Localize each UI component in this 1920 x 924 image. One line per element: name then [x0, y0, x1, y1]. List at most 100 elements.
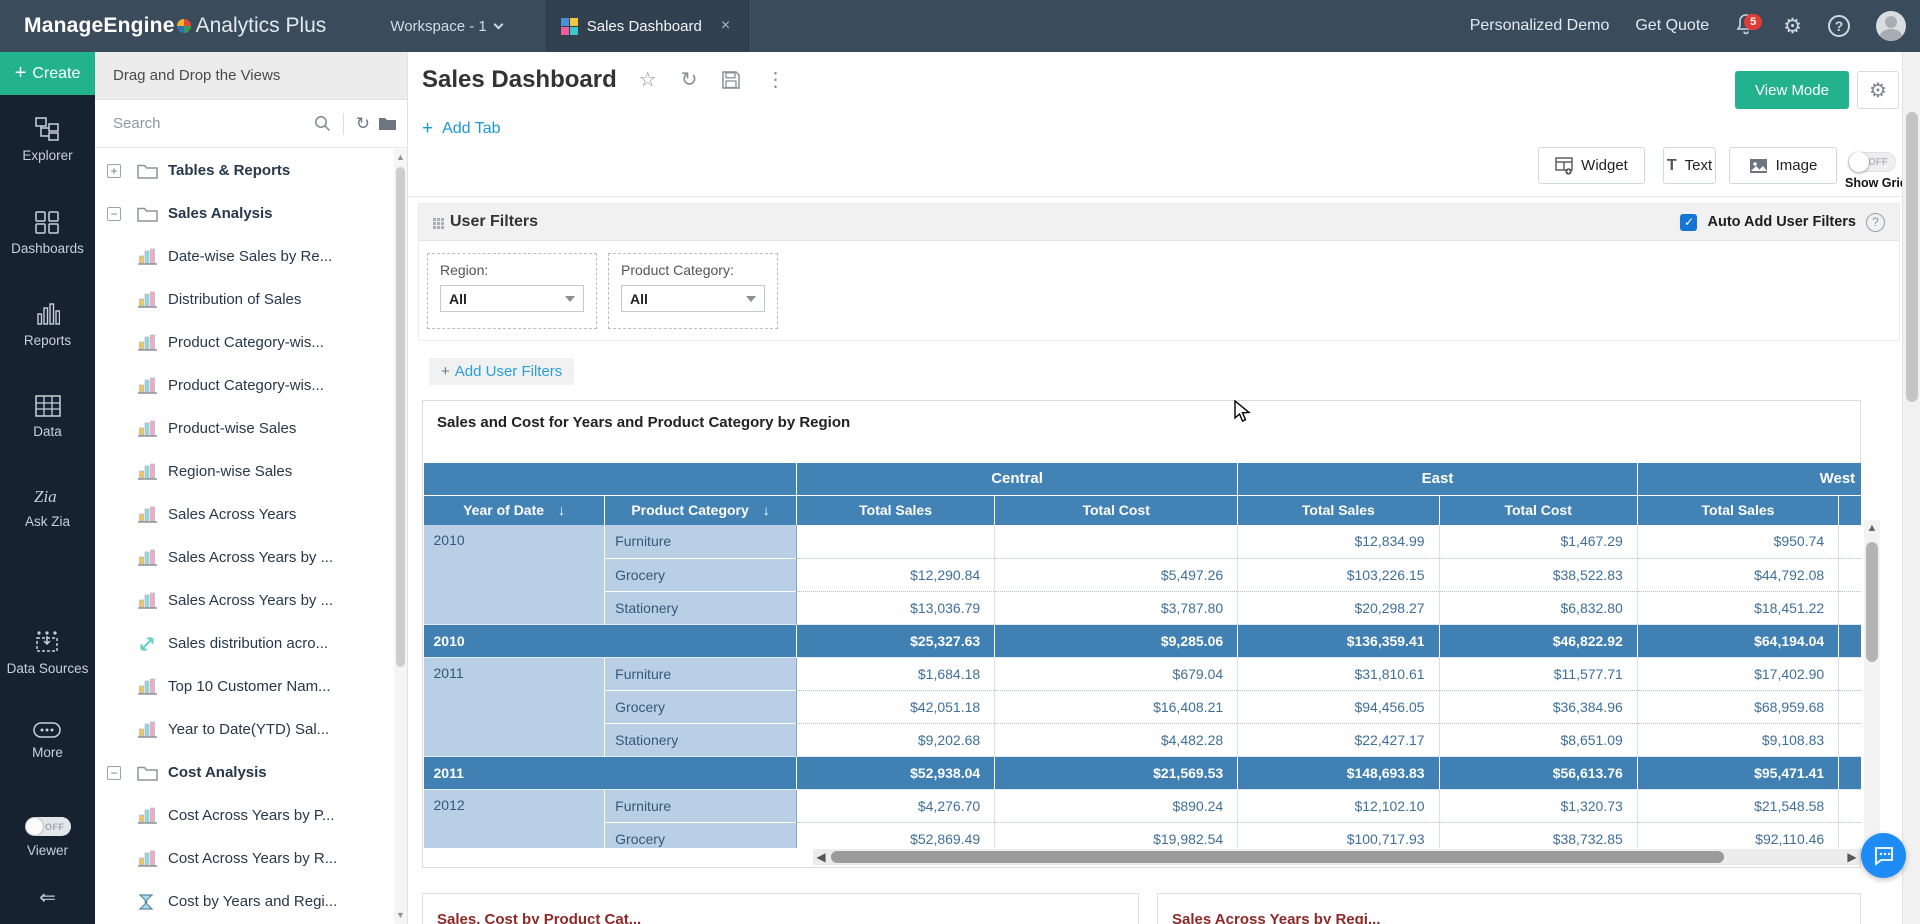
help-icon[interactable]: ? — [1866, 212, 1885, 232]
bottom-left-widget: Sales, Cost by Product Cat... — [422, 893, 1139, 924]
refresh-icon[interactable]: ↻ — [680, 69, 698, 91]
tree-view-item[interactable]: Cost by Years and Regi... — [95, 880, 393, 923]
total-year-cell: 2011 — [423, 755, 605, 790]
help-icon[interactable]: ? — [1828, 15, 1850, 37]
viewer-toggle[interactable]: OFF Viewer — [24, 817, 71, 859]
tree-view-item[interactable]: Sales distribution acro... — [95, 622, 393, 665]
scrollbar-thumb[interactable] — [396, 167, 405, 667]
scroll-up-icon[interactable]: ▲ — [396, 152, 405, 162]
dashboard-settings-button[interactable]: ⚙ — [1857, 71, 1899, 109]
tab-sales-dashboard[interactable]: Sales Dashboard × — [545, 0, 750, 52]
toggle-knob-icon — [1849, 152, 1869, 172]
tree-view-item[interactable]: Cost Across Years by P... — [95, 794, 393, 837]
tree-item-label: Distribution of Sales — [168, 291, 302, 308]
column-header-year[interactable]: Year of Date ↓ — [423, 494, 605, 525]
scrollbar-thumb[interactable] — [1906, 112, 1918, 402]
collapse-icon[interactable]: − — [107, 206, 121, 221]
rail-item-data[interactable]: Data — [33, 394, 62, 440]
rail-item-dashboards[interactable]: Dashboards — [11, 210, 84, 257]
column-header-measure[interactable]: Total Sales — [1237, 494, 1440, 525]
dashboard-tab-icon — [560, 17, 578, 35]
drag-handle-icon[interactable] — [433, 217, 436, 221]
tree-view-item[interactable]: Product-wise Sales — [95, 407, 393, 450]
brand-swirl-icon — [176, 19, 191, 33]
tree-view-item[interactable]: Product Category-wis... — [95, 364, 393, 407]
tree-view-item[interactable]: Product Category-wis... — [95, 321, 393, 364]
tree-folder[interactable]: + Tables & Reports — [95, 149, 393, 192]
total-value-cell: $56,613.76 — [1438, 755, 1638, 790]
rail-item-ask-zia[interactable]: Zia Ask Zia — [25, 485, 70, 530]
more-options-kebab-icon[interactable]: ⋮ — [765, 69, 786, 91]
chat-support-button[interactable] — [1861, 833, 1906, 878]
settings-gear-icon[interactable]: ⚙ — [1783, 14, 1802, 38]
notifications-button[interactable]: 5 — [1735, 12, 1763, 41]
tree-view-item[interactable]: Distribution of Sales — [95, 278, 393, 321]
save-icon[interactable] — [721, 70, 741, 90]
add-user-filters-button[interactable]: + Add User Filters — [429, 358, 575, 385]
avatar[interactable] — [1876, 11, 1906, 41]
tab-close-icon[interactable]: × — [720, 17, 731, 34]
add-widget-button[interactable]: Widget — [1538, 147, 1645, 184]
column-header-measure[interactable]: Total Cost — [994, 494, 1238, 525]
add-tab-button[interactable]: + Add Tab — [422, 118, 501, 140]
tree-view-item[interactable]: Top 10 Customer Nam... — [95, 665, 393, 708]
rail-item-explorer[interactable]: Explorer — [22, 117, 73, 164]
scrollbar-thumb[interactable] — [831, 851, 1725, 863]
add-text-button[interactable]: T Text — [1663, 147, 1716, 184]
add-image-button[interactable]: Image — [1729, 147, 1837, 184]
scrollbar-thumb[interactable] — [1866, 542, 1878, 662]
search-row: ↻ — [95, 100, 407, 148]
scroll-up-icon[interactable]: ▲ — [1866, 522, 1878, 534]
tree-view-item[interactable]: Region-wise Sales — [95, 450, 393, 493]
column-header-measure[interactable]: Total Sales — [1636, 494, 1839, 525]
column-header-measure[interactable]: Total Co — [1838, 494, 1861, 525]
show-grid-toggle[interactable]: OFF — [1848, 152, 1896, 172]
search-icon[interactable] — [314, 115, 331, 132]
tree-folder[interactable]: − Cost Analysis — [95, 751, 393, 794]
value-cell: $38,732.85 — [1438, 821, 1638, 848]
value-cell — [795, 525, 995, 558]
search-input[interactable] — [113, 115, 306, 132]
tree-view-item[interactable]: Sales Across Years — [95, 493, 393, 536]
table-vertical-scrollbar[interactable]: ▲ — [1864, 520, 1880, 847]
tree-view-item[interactable]: Year to Date(YTD) Sal... — [95, 708, 393, 751]
filter-dropdown[interactable]: All — [440, 285, 584, 312]
rail-item-more[interactable]: More — [32, 722, 63, 761]
brand-logo[interactable]: ManageEngine Analytics Plus — [24, 14, 326, 38]
refresh-views-icon[interactable]: ↻ — [355, 114, 370, 133]
table-icon — [34, 394, 61, 417]
page-scrollbar[interactable] — [1902, 52, 1920, 924]
tree-view-item[interactable]: Sales Across Years by ... — [95, 579, 393, 622]
collapse-sidebar-icon[interactable]: ⇐ — [39, 887, 56, 909]
column-header-category[interactable]: Product Category ↓ — [604, 494, 797, 525]
filter-label: Product Category: — [621, 262, 734, 278]
expand-icon[interactable]: + — [107, 163, 121, 178]
tree-view-item[interactable]: Cost Across Years by R... — [95, 837, 393, 880]
view-mode-button[interactable]: View Mode — [1735, 71, 1849, 109]
bar-chart-icon — [135, 248, 159, 265]
scroll-down-icon[interactable]: ▼ — [396, 910, 405, 920]
tree-folder[interactable]: − Sales Analysis — [95, 192, 393, 235]
collapse-icon[interactable]: − — [107, 765, 121, 780]
tree-scrollbar[interactable]: ▲ ▼ — [394, 149, 407, 924]
scroll-right-icon[interactable]: ▶ — [1847, 850, 1857, 864]
total-value-cell: $52,938.04 — [795, 755, 995, 790]
viewer-toggle-switch[interactable]: OFF — [24, 817, 71, 837]
workspace-dropdown[interactable]: Workspace - 1 — [390, 18, 504, 35]
personalized-demo-link[interactable]: Personalized Demo — [1469, 17, 1610, 34]
column-header-measure[interactable]: Total Sales — [795, 494, 995, 525]
rail-item-reports[interactable]: Reports — [24, 302, 71, 349]
table-horizontal-scrollbar[interactable]: ◀ ▶ — [813, 849, 1860, 865]
favorite-star-icon[interactable]: ☆ — [638, 69, 657, 91]
get-quote-link[interactable]: Get Quote — [1635, 17, 1710, 34]
folder-manage-icon[interactable] — [378, 116, 397, 131]
filter-dropdown[interactable]: All — [621, 285, 765, 312]
scroll-left-icon[interactable]: ◀ — [816, 850, 826, 864]
create-button[interactable]: + Create — [0, 52, 95, 95]
tree-view-item[interactable]: Date-wise Sales by Re... — [95, 235, 393, 278]
rail-item-data-sources[interactable]: Data Sources — [7, 630, 88, 677]
column-header-measure[interactable]: Total Cost — [1438, 494, 1638, 525]
auto-add-user-filters-checkbox[interactable]: ✓ — [1680, 213, 1698, 231]
tree-view-item[interactable]: Sales Across Years by ... — [95, 536, 393, 579]
value-cell: $4,276.70 — [795, 789, 995, 822]
